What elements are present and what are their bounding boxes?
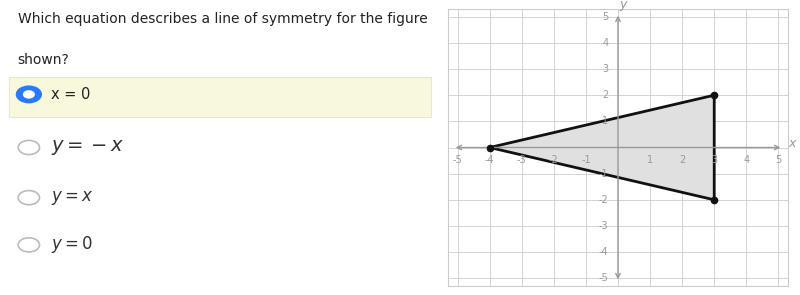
Text: -2: -2 [598,195,608,205]
Text: shown?: shown? [18,53,70,67]
Text: x = 0: x = 0 [51,87,90,102]
Text: $y = 0$: $y = 0$ [51,234,93,255]
Text: 4: 4 [743,155,750,165]
Text: -3: -3 [517,155,526,165]
Text: 3: 3 [602,64,608,74]
Text: 2: 2 [679,155,686,165]
Text: 1: 1 [602,116,608,126]
Text: -2: -2 [549,155,558,165]
Text: $y = -x$: $y = -x$ [51,138,125,157]
Text: -5: -5 [453,155,462,165]
Text: 5: 5 [775,155,782,165]
Text: 1: 1 [647,155,653,165]
Text: 4: 4 [602,38,608,48]
Text: -1: -1 [598,169,608,179]
Text: 5: 5 [602,12,608,22]
Text: -1: -1 [581,155,590,165]
Text: -4: -4 [598,247,608,257]
FancyBboxPatch shape [9,77,430,117]
Text: -3: -3 [598,221,608,231]
Text: $y = x$: $y = x$ [51,189,94,207]
Text: -4: -4 [485,155,494,165]
Circle shape [17,86,42,103]
Text: 3: 3 [711,155,718,165]
Text: -5: -5 [598,273,608,283]
Circle shape [23,91,34,98]
Text: y: y [619,0,626,12]
Polygon shape [490,95,714,200]
Text: x: x [788,137,795,150]
Text: 2: 2 [602,90,608,100]
Text: Which equation describes a line of symmetry for the figure: Which equation describes a line of symme… [18,12,427,26]
